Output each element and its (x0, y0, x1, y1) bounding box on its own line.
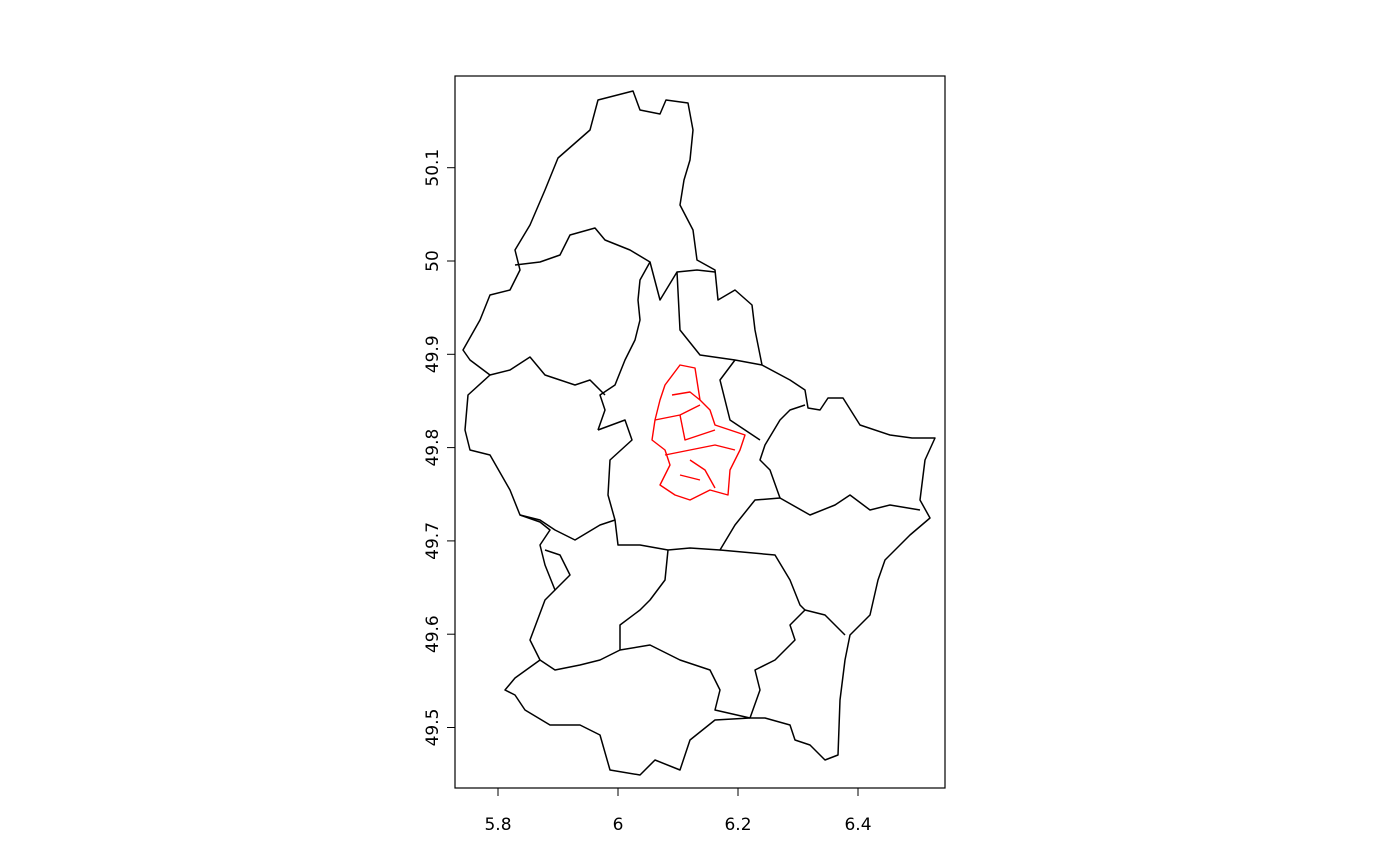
plot-frame (454, 75, 946, 789)
canton-boundary-luxembourg-remich (719, 549, 806, 611)
commune-boundary (664, 444, 736, 456)
canton-boundary-diekirch-mersch (719, 359, 761, 441)
canton-boundary-redange-capellen (519, 514, 616, 541)
canton-boundary-esch (539, 644, 751, 719)
commune-boundary (679, 414, 716, 441)
y-tick-label: 50 (423, 250, 443, 272)
canton-boundary-clervaux-vianden (649, 261, 716, 301)
x-tick-label: 6.2 (724, 815, 751, 835)
x-tick-label: 5.8 (484, 815, 511, 835)
y-tick-label: 49.9 (423, 335, 443, 373)
y-axis: 49.5 49.6 49.7 49.8 49.9 50 50.1 (423, 149, 455, 747)
y-tick-label: 50.1 (423, 149, 443, 187)
commune-boundary (689, 459, 716, 489)
y-tick-label: 49.5 (423, 709, 443, 747)
y-tick-label: 49.8 (423, 429, 443, 467)
y-tick-label: 49.7 (423, 522, 443, 560)
y-tick-label: 49.6 (423, 615, 443, 653)
canton-boundary-grevenmacher-echternach (779, 494, 921, 516)
country-border (462, 90, 936, 776)
canton-boundary-clervaux-wiltz (514, 227, 651, 431)
commune-boundary (679, 474, 701, 481)
canton-boundary-mersch (597, 419, 669, 551)
x-tick-label: 6 (613, 815, 624, 835)
commune-boundary (671, 391, 701, 401)
canton-boundary-luxembourg-grevenmacher (667, 404, 806, 551)
x-tick-label: 6.4 (844, 815, 871, 835)
canton-boundary-diekirch-echternach (676, 271, 763, 366)
canton-boundary-remich (749, 609, 846, 719)
x-axis: 5.8 6 6.2 6.4 (484, 788, 872, 835)
canton-boundary-capellen-esch (544, 549, 571, 591)
canton-boundary-capellen-luxembourg (619, 549, 669, 650)
canton-boundary-wiltz-redange (489, 356, 606, 396)
highlighted-communes-outline (651, 364, 746, 501)
commune-boundary (654, 404, 701, 421)
